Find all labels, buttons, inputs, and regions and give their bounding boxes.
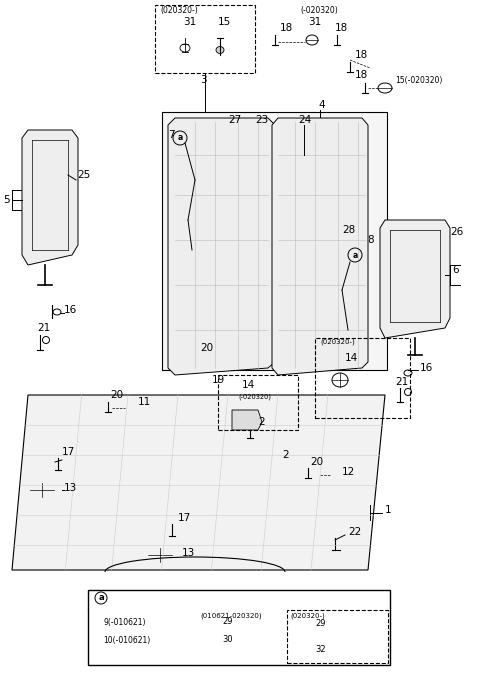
Text: (010621-020320): (010621-020320) — [200, 613, 262, 619]
Text: 13: 13 — [64, 483, 77, 493]
Bar — [218, 375, 298, 430]
Text: 7: 7 — [168, 130, 175, 140]
Ellipse shape — [251, 429, 260, 435]
Text: a: a — [178, 134, 182, 142]
Text: (-020320): (-020320) — [238, 394, 271, 400]
Text: 9(-010621): 9(-010621) — [103, 618, 145, 628]
Ellipse shape — [271, 456, 279, 464]
Text: 5: 5 — [3, 195, 10, 205]
Text: 30: 30 — [222, 635, 233, 645]
Text: 15(-020320): 15(-020320) — [395, 76, 443, 84]
Ellipse shape — [216, 47, 224, 53]
Text: 6: 6 — [452, 265, 458, 275]
Bar — [88, 590, 390, 665]
Text: 20: 20 — [310, 457, 323, 467]
Text: (-020320): (-020320) — [300, 5, 338, 14]
Text: 22: 22 — [348, 527, 361, 537]
Text: 12: 12 — [342, 467, 355, 477]
Text: 2: 2 — [258, 417, 264, 427]
Polygon shape — [168, 118, 275, 375]
Bar — [287, 610, 388, 663]
Text: 8: 8 — [367, 235, 373, 245]
Text: 16: 16 — [420, 363, 433, 373]
Text: 17: 17 — [62, 447, 75, 457]
Text: 11: 11 — [138, 397, 151, 407]
Polygon shape — [22, 130, 78, 265]
Text: 26: 26 — [450, 227, 463, 237]
Text: 25: 25 — [77, 170, 90, 180]
Ellipse shape — [297, 645, 309, 655]
Text: 31: 31 — [183, 17, 196, 27]
Text: 27: 27 — [228, 115, 241, 125]
Polygon shape — [380, 220, 450, 338]
Bar — [155, 5, 255, 73]
Text: a: a — [352, 250, 358, 259]
Text: 21: 21 — [395, 377, 408, 387]
Text: 28: 28 — [342, 225, 355, 235]
Text: 2: 2 — [282, 450, 288, 460]
Text: 24: 24 — [298, 115, 311, 125]
Text: (020320-): (020320-) — [160, 5, 198, 14]
Text: 20: 20 — [110, 390, 123, 400]
Text: (020320-): (020320-) — [290, 613, 325, 619]
Text: (020320-): (020320-) — [320, 339, 355, 345]
Text: 14: 14 — [242, 380, 255, 390]
Text: 15: 15 — [218, 17, 231, 27]
Text: 19: 19 — [212, 375, 225, 385]
Ellipse shape — [297, 620, 309, 630]
Text: 31: 31 — [308, 17, 321, 27]
Text: a: a — [98, 593, 104, 603]
Text: 29: 29 — [315, 618, 325, 628]
Text: 16: 16 — [64, 305, 77, 315]
Text: 10(-010621): 10(-010621) — [103, 637, 150, 645]
Polygon shape — [232, 410, 262, 430]
Text: 18: 18 — [280, 23, 293, 33]
Text: 3: 3 — [200, 75, 206, 85]
Text: 18: 18 — [335, 23, 348, 33]
Text: 21: 21 — [37, 323, 50, 333]
Text: 13: 13 — [182, 548, 195, 558]
Text: 18: 18 — [355, 70, 368, 80]
Text: 17: 17 — [178, 513, 191, 523]
Polygon shape — [12, 395, 385, 570]
Text: 4: 4 — [318, 100, 324, 110]
Text: 14: 14 — [345, 353, 358, 363]
Text: 18: 18 — [355, 50, 368, 60]
Text: 20: 20 — [200, 343, 213, 353]
Text: 29: 29 — [222, 616, 232, 626]
Text: 23: 23 — [255, 115, 268, 125]
Polygon shape — [272, 118, 368, 375]
Bar — [162, 112, 387, 370]
Bar — [315, 338, 410, 418]
Text: 1: 1 — [385, 505, 392, 515]
Text: 32: 32 — [315, 645, 325, 653]
